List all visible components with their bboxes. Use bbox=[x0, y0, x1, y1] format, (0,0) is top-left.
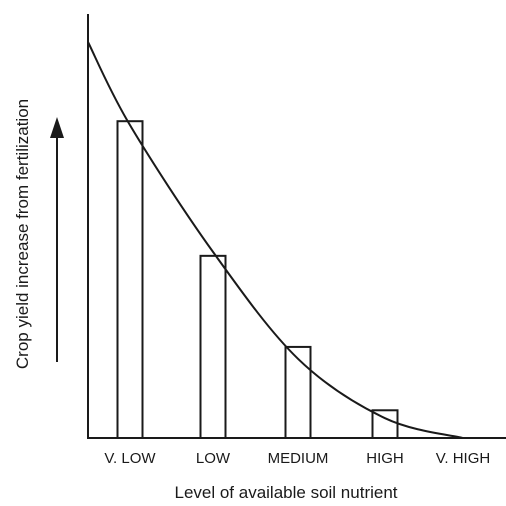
x-tick-labels: V. LOW LOW MEDIUM HIGH V. HIGH bbox=[104, 450, 490, 467]
x-tick-label: MEDIUM bbox=[268, 450, 329, 467]
x-tick-label: V. LOW bbox=[104, 450, 156, 467]
y-axis-arrow-icon bbox=[50, 117, 64, 362]
x-tick-label: LOW bbox=[196, 450, 231, 467]
trend-curve bbox=[87, 41, 464, 439]
x-tick-label: HIGH bbox=[366, 450, 404, 467]
bar-medium bbox=[284, 345, 312, 440]
y-axis-title: Crop yield increase from fertilization bbox=[13, 99, 32, 369]
bar-low bbox=[199, 254, 227, 439]
bars-layer bbox=[116, 120, 399, 440]
x-tick-label: V. HIGH bbox=[436, 450, 490, 467]
bar-v-low bbox=[116, 120, 144, 439]
x-axis-title: Level of available soil nutrient bbox=[174, 483, 397, 502]
